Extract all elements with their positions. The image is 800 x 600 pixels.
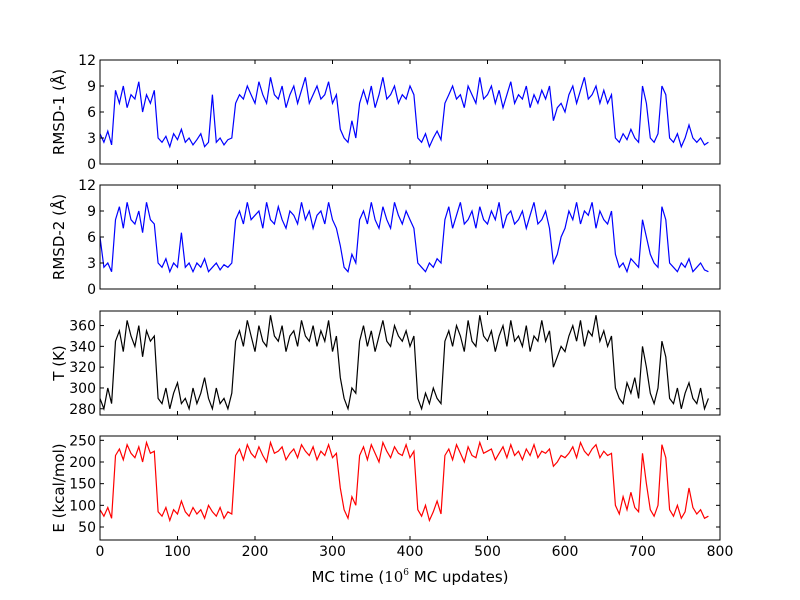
x-axis-label: MC time (106 MC updates)	[311, 568, 508, 586]
y-tick-label: 3	[87, 131, 96, 147]
series-line	[100, 202, 709, 274]
x-tick-label: 800	[707, 544, 734, 560]
subplot-2: 0 3 6 9 12 RMSD-2 (Å)	[49, 178, 721, 298]
axes-frame	[99, 59, 721, 165]
x-tick-label: 400	[397, 544, 424, 560]
y-tick-label: 0	[87, 157, 96, 173]
y-tick-label: 360	[69, 319, 96, 335]
y-tick-label: 200	[69, 455, 96, 471]
y-tick-label: 250	[69, 433, 96, 449]
y-tick-label: 280	[69, 402, 96, 418]
axes-frame	[99, 184, 721, 290]
y-tick-label: 6	[87, 105, 96, 121]
y-axis-label: E (kcal/mol)	[50, 443, 68, 532]
x-tick-label: 0	[96, 544, 105, 560]
y-tick-label: 3	[87, 256, 96, 272]
y-tick-label: 12	[78, 53, 96, 69]
y-tick-label: 100	[69, 498, 96, 514]
x-tick-label: 200	[242, 544, 269, 560]
y-tick-label: 320	[69, 360, 96, 376]
axes-frame	[99, 310, 721, 416]
y-axis-label: RMSD-2 (Å)	[49, 194, 68, 280]
y-tick-label: 300	[69, 381, 96, 397]
y-tick-label: 150	[69, 477, 96, 493]
x-tick-label: 600	[552, 544, 579, 560]
y-tick-label: 12	[78, 178, 96, 194]
series-line	[100, 77, 709, 149]
y-tick-label: 9	[87, 204, 96, 220]
y-tick-label: 50	[78, 520, 96, 536]
x-tick-label: 300	[319, 544, 346, 560]
y-axis-label: T (K)	[50, 345, 68, 381]
y-tick-label: 340	[69, 339, 96, 355]
y-tick-label: 9	[87, 79, 96, 95]
x-tick-label: 500	[474, 544, 501, 560]
y-tick-label: 0	[87, 282, 96, 298]
subplot-4: 50 100 150 200 250 0 100 200 300 400 500 600 700 800 E…	[50, 433, 733, 560]
x-tick-label: 100	[164, 544, 191, 560]
y-tick-label: 6	[87, 230, 96, 246]
y-axis-label: RMSD-1 (Å)	[49, 69, 68, 155]
series-line	[100, 315, 709, 412]
series-line	[100, 440, 709, 523]
axes-frame	[99, 435, 721, 541]
subplot-1: 0 3 6 9 12 RMSD-1 (Å)	[49, 53, 721, 173]
x-tick-label: 700	[629, 544, 656, 560]
